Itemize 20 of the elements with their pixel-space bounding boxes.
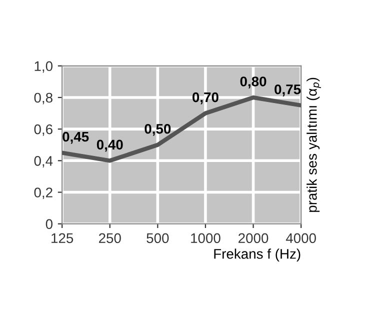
x-axis-title: Frekans f (Hz) (214, 248, 300, 262)
y-tick-label: 0,4 (34, 156, 53, 168)
data-label: 0,80 (240, 76, 266, 88)
data-label: 0,40 (96, 140, 123, 152)
data-label: 0,75 (274, 84, 301, 96)
x-tick-label: 2000 (238, 233, 268, 244)
data-label: 0,45 (62, 132, 89, 144)
y-tick-label: 0,2 (34, 188, 52, 200)
y-tick-label: 0 (46, 219, 53, 230)
y-axis-title: pratik ses yalıtımı (α$_{p}$) (306, 78, 321, 212)
data-label: 0,70 (192, 92, 218, 104)
data-label: 0,50 (144, 124, 171, 136)
x-tick-label: 500 (146, 233, 169, 244)
x-tick-label: 250 (98, 233, 121, 244)
x-tick-label: 125 (52, 233, 74, 244)
y-tick-label: 0,8 (34, 92, 52, 104)
y-tick-label: 0,6 (34, 124, 52, 136)
x-tick-label: 1000 (191, 233, 220, 244)
y-tick-label: 1,0 (34, 61, 53, 73)
x-tick-label: 4000 (286, 233, 316, 244)
